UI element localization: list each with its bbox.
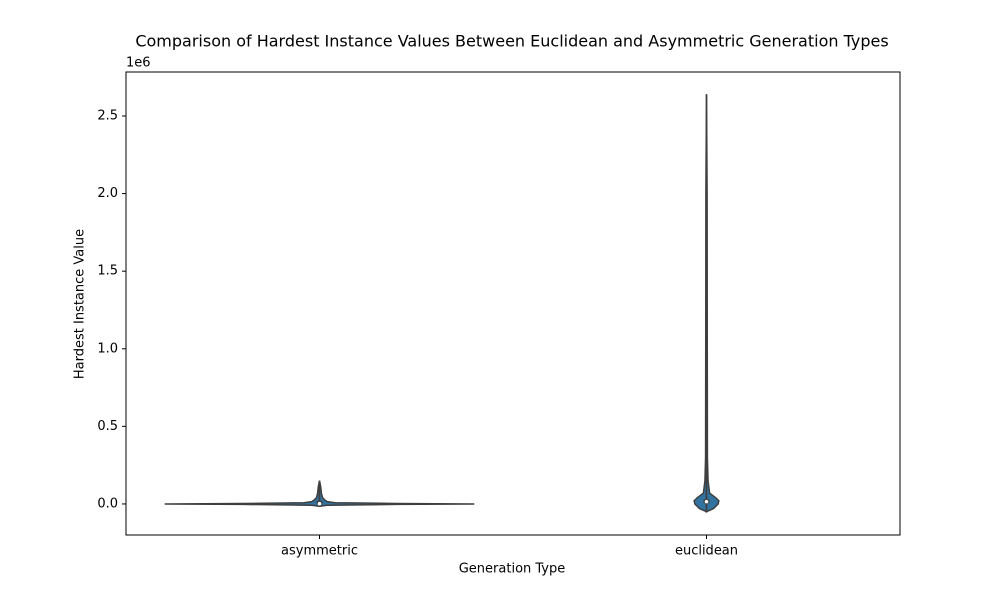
x-axis-label: Generation Type	[459, 562, 566, 577]
x-tick-label: asymmetric	[281, 544, 358, 559]
y-tick-label: 0.5	[97, 419, 118, 434]
median	[704, 499, 709, 504]
y-tick-label: 0.0	[97, 496, 118, 511]
violin-half	[318, 480, 475, 508]
violin-half	[164, 480, 321, 508]
y-offset-label: 1e6	[126, 56, 151, 71]
y-tick-label: 2.5	[97, 108, 118, 123]
y-tick-label: 2.0	[97, 186, 118, 201]
y-tick-label: 1.0	[97, 341, 118, 356]
y-axis-label: Hardest Instance Value	[73, 229, 88, 379]
chart-title: Comparison of Hardest Instance Values Be…	[135, 32, 888, 51]
x-tick-label: euclidean	[675, 544, 738, 559]
median	[317, 501, 322, 506]
violin-half	[705, 94, 720, 513]
y-tick-label: 1.5	[97, 264, 118, 279]
plot-frame	[125, 71, 901, 536]
